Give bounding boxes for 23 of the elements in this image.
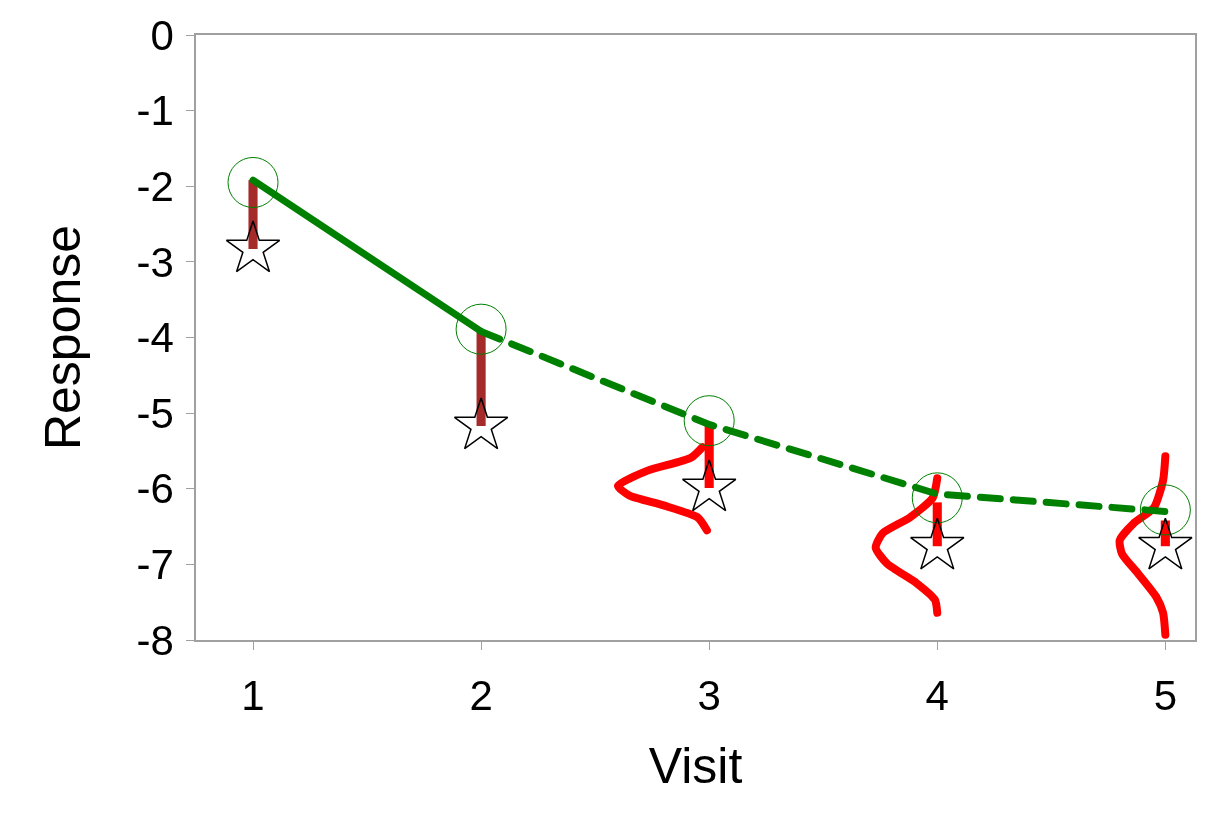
y-tick-label: -7	[136, 541, 174, 589]
x-tick-label: 1	[241, 672, 265, 720]
point	[453, 397, 509, 450]
x-axis-title: Visit	[648, 738, 743, 795]
x-tick-label: 2	[469, 672, 493, 720]
y-tick-label: -4	[136, 314, 174, 362]
point	[225, 220, 281, 273]
y-tick-label: -3	[136, 238, 174, 286]
y-axis-title: Response	[34, 224, 91, 451]
y-tick-label: -8	[136, 616, 174, 664]
y-tick-label: -6	[136, 465, 174, 513]
point	[227, 156, 279, 208]
point	[909, 517, 965, 570]
y-tick-label: 0	[150, 11, 174, 59]
x-tick-label: 3	[697, 672, 721, 720]
x-tick-label: 5	[1153, 672, 1178, 720]
point	[455, 303, 507, 355]
y-tick-label: -2	[136, 162, 174, 210]
x-tick-label: 4	[925, 672, 949, 720]
point	[1137, 517, 1193, 570]
y-tick-label: -1	[136, 87, 174, 135]
y-tick-label: -5	[136, 389, 174, 437]
point	[681, 459, 737, 512]
